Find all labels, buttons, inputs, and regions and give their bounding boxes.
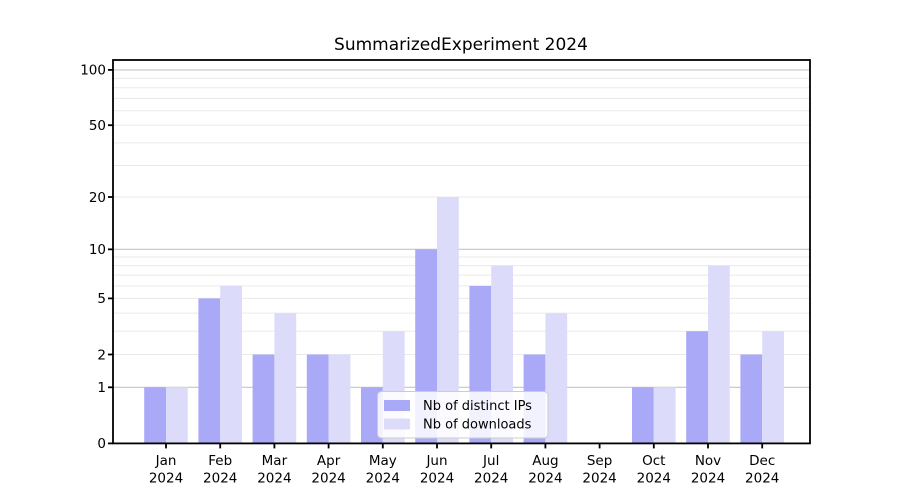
x-tick-label-month: Jul — [482, 453, 499, 469]
bar-nov-distinct-ips — [686, 331, 708, 444]
legend: Nb of distinct IPs Nb of downloads — [377, 391, 549, 439]
y-tick-label: 1 — [97, 380, 106, 396]
bar-apr-distinct-ips — [306, 354, 329, 444]
y-tick-label: 5 — [97, 291, 106, 307]
bar-dec-distinct-ips — [740, 354, 763, 444]
x-tick-label-month: Nov — [695, 453, 721, 469]
x-tick-label-year: 2024 — [474, 471, 508, 487]
legend-swatch-distinct-ips — [384, 400, 410, 411]
legend-swatch-downloads — [384, 418, 410, 430]
legend-label-distinct-ips: Nb of distinct IPs — [423, 399, 532, 414]
x-tick-label-month: Oct — [642, 453, 665, 469]
x-tick-label-month: Apr — [317, 453, 341, 469]
y-tick-label: 2 — [97, 347, 106, 363]
legend-label-downloads: Nb of downloads — [423, 418, 532, 433]
x-tick-label-year: 2024 — [257, 471, 291, 487]
x-tick-label-month: May — [369, 453, 397, 469]
x-tick-label-month: Dec — [749, 453, 775, 469]
y-tick-label: 20 — [89, 190, 106, 206]
bar-jun-downloads — [437, 197, 459, 444]
x-tick-label-year: 2024 — [203, 471, 237, 487]
x-tick-label-month: Feb — [208, 453, 232, 469]
chart-title: SummarizedExperiment 2024 — [334, 35, 588, 55]
x-tick-label-year: 2024 — [149, 471, 183, 487]
x-tick-label-month: Jun — [425, 453, 447, 469]
bar-apr-downloads — [328, 354, 351, 444]
bar-aug-downloads — [545, 313, 568, 444]
y-tick-label: 50 — [89, 118, 106, 134]
bar-feb-distinct-ips — [198, 298, 221, 444]
plot-border — [112, 59, 811, 445]
x-axis: Jan 2024 Feb 2024 Mar 2024 Apr 2024 May 2024 Jun 20… — [149, 443, 779, 487]
legend-box — [377, 391, 549, 439]
x-tick-label-year: 2024 — [637, 471, 671, 487]
y-axis: 0 1 2 5 10 20 50 100 — [80, 63, 113, 452]
bar-oct-downloads — [653, 387, 676, 444]
y-tick-label: 100 — [80, 63, 106, 79]
bar-oct-distinct-ips — [632, 387, 654, 444]
x-tick-label-year: 2024 — [366, 471, 400, 487]
bar-jan-downloads — [166, 387, 188, 444]
bar-nov-downloads — [708, 265, 730, 444]
x-tick-label-month: Sep — [587, 453, 612, 469]
bar-jan-distinct-ips — [144, 387, 166, 444]
x-tick-label-month: Aug — [532, 453, 558, 469]
bar-mar-distinct-ips — [252, 354, 275, 444]
bars — [144, 197, 784, 444]
x-tick-label-year: 2024 — [420, 471, 454, 487]
x-tick-label-year: 2024 — [691, 471, 725, 487]
bar-feb-downloads — [220, 285, 242, 444]
bar-mar-downloads — [274, 313, 297, 444]
x-tick-label-month: Jan — [155, 453, 177, 469]
bar-dec-downloads — [762, 331, 784, 444]
y-tick-label: 0 — [97, 436, 106, 452]
y-tick-label: 10 — [89, 242, 106, 258]
x-tick-label-year: 2024 — [745, 471, 779, 487]
x-tick-label-year: 2024 — [582, 471, 616, 487]
gridlines-minor — [113, 77, 810, 355]
x-tick-label-year: 2024 — [528, 471, 562, 487]
x-tick-label-month: Mar — [262, 453, 288, 469]
x-tick-label-year: 2024 — [311, 471, 345, 487]
